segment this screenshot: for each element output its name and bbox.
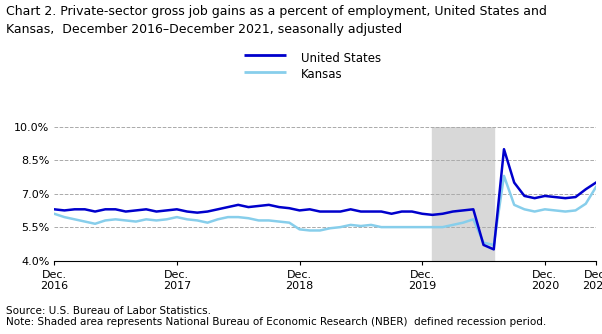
Bar — [432, 127, 494, 261]
Text: Kansas: Kansas — [301, 68, 343, 81]
Text: United States: United States — [301, 52, 381, 65]
Text: Kansas,  December 2016–December 2021, seasonally adjusted: Kansas, December 2016–December 2021, sea… — [6, 23, 402, 36]
Text: Source: U.S. Bureau of Labor Statistics.
Note: Shaded area represents National B: Source: U.S. Bureau of Labor Statistics.… — [6, 306, 546, 327]
Text: Chart 2. Private-sector gross job gains as a percent of employment, United State: Chart 2. Private-sector gross job gains … — [6, 5, 547, 18]
